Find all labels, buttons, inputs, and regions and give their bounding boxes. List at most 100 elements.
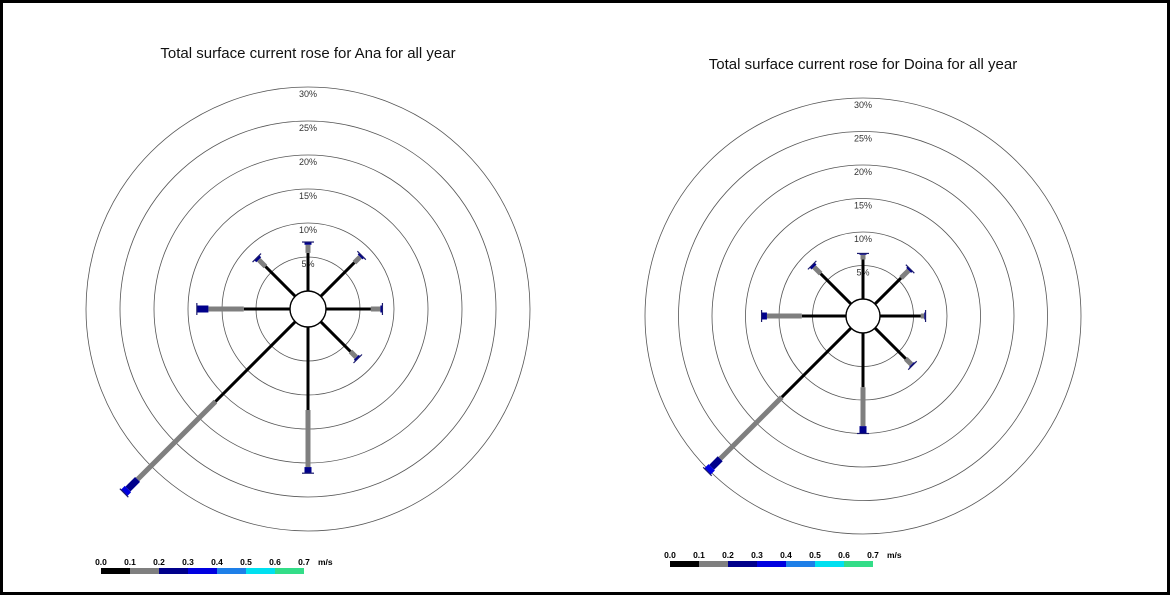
spoke-e [326, 303, 384, 315]
scale-swatch [728, 561, 757, 567]
bar-segment [352, 255, 362, 265]
bar-segment [709, 456, 723, 470]
ring-label: 20% [299, 157, 317, 167]
bar-segment [120, 485, 132, 497]
bar-segment [899, 268, 911, 280]
spoke-sw [702, 326, 853, 477]
ring-label: 10% [854, 234, 872, 244]
calm-circle [289, 290, 327, 328]
range-ring [85, 86, 531, 532]
ring-label: 30% [299, 89, 317, 99]
current-roses-chart: Total surface current rose for Ana for a… [85, 45, 1082, 574]
bar-end-cap [702, 466, 713, 477]
bar-segment [819, 272, 853, 306]
spoke-n [857, 252, 869, 299]
spoke-nw [807, 260, 853, 306]
scale-swatch [670, 561, 699, 567]
bar-end-cap [356, 250, 367, 261]
range-ring [644, 97, 1082, 535]
scale-tick-label: 0.5 [240, 557, 252, 567]
scale-tick-label: 0.4 [211, 557, 223, 567]
bar-segment [125, 476, 141, 492]
spoke-nw [252, 253, 297, 298]
direction-spokes [702, 252, 927, 477]
spoke-n [302, 241, 314, 291]
bar-segment [264, 265, 297, 298]
spoke-w [760, 310, 846, 322]
scale-unit: m/s [318, 557, 333, 567]
scale-swatch [815, 561, 844, 567]
ring-label: 10% [299, 225, 317, 235]
scale-swatch [217, 568, 246, 574]
bar-segment [319, 320, 352, 353]
spoke-s [302, 327, 314, 474]
scale-tick-label: 0.7 [298, 557, 310, 567]
scale-swatch [246, 568, 275, 574]
ring-label: 15% [854, 201, 872, 211]
chart-title: Total surface current rose for Ana for a… [160, 45, 455, 62]
rose-ana: Total surface current rose for Ana for a… [85, 45, 531, 574]
scale-tick-label: 0.4 [780, 550, 792, 560]
bar-end-cap [907, 360, 918, 371]
scale-swatch [101, 568, 130, 574]
bar-segment [135, 399, 218, 482]
scale-swatch [275, 568, 304, 574]
scale-swatch [188, 568, 217, 574]
bar-end-cap [905, 264, 915, 274]
bar-segment [348, 349, 359, 360]
spoke-w [196, 303, 290, 315]
scale-unit: m/s [887, 550, 902, 560]
bar-end-cap [252, 253, 262, 263]
bar-segment [780, 326, 853, 399]
scale-tick-label: 0.1 [693, 550, 705, 560]
scale-tick-label: 0.6 [269, 557, 281, 567]
spoke-s [857, 333, 869, 435]
spoke-e [880, 310, 927, 322]
ring-label: 30% [854, 100, 872, 110]
ring-label: 20% [854, 167, 872, 177]
ring-label: 25% [299, 123, 317, 133]
spoke-se [873, 326, 918, 371]
scale-swatch [844, 561, 873, 567]
speed-color-scale: 0.0 0.1 0.2 0.3 0.4 0.5 0.6 0.7 m/s [664, 550, 902, 567]
range-ring [119, 120, 497, 498]
bar-segment [214, 320, 297, 403]
scale-tick-label: 0.2 [153, 557, 165, 567]
spoke-se [319, 320, 363, 364]
range-ring [678, 131, 1048, 501]
scale-swatch [159, 568, 188, 574]
bar-segment [718, 395, 784, 461]
scale-tick-label: 0.3 [182, 557, 194, 567]
bar-segment [904, 357, 914, 367]
scale-swatch [757, 561, 786, 567]
bar-end-cap [353, 354, 363, 364]
scale-tick-label: 0.3 [751, 550, 763, 560]
bar-end-cap [807, 260, 817, 270]
bar-segment [704, 464, 715, 475]
bar-segment [873, 326, 907, 360]
range-ring-labels: 5%10%15%20%25%30% [854, 100, 872, 278]
range-ring [711, 164, 1015, 468]
ring-label: 15% [299, 191, 317, 201]
spoke-sw [119, 320, 297, 498]
scale-tick-label: 0.0 [95, 557, 107, 567]
scale-swatch [699, 561, 728, 567]
scale-tick-label: 0.7 [867, 550, 879, 560]
bar-segment [812, 265, 823, 276]
scale-swatch [130, 568, 159, 574]
chart-title: Total surface current rose for Doina for… [709, 56, 1017, 73]
bar-segment [319, 261, 356, 298]
bar-segment [873, 276, 903, 306]
spoke-ne [873, 264, 915, 306]
bar-segment [256, 257, 268, 269]
scale-tick-label: 0.6 [838, 550, 850, 560]
ring-label: 25% [854, 134, 872, 144]
calm-circle [845, 298, 881, 334]
direction-spokes [119, 241, 384, 498]
spoke-ne [319, 250, 367, 298]
scale-tick-label: 0.1 [124, 557, 136, 567]
scale-tick-label: 0.0 [664, 550, 676, 560]
rose-doina: Total surface current rose for Doina for… [644, 56, 1082, 567]
bar-end-cap [119, 488, 129, 498]
